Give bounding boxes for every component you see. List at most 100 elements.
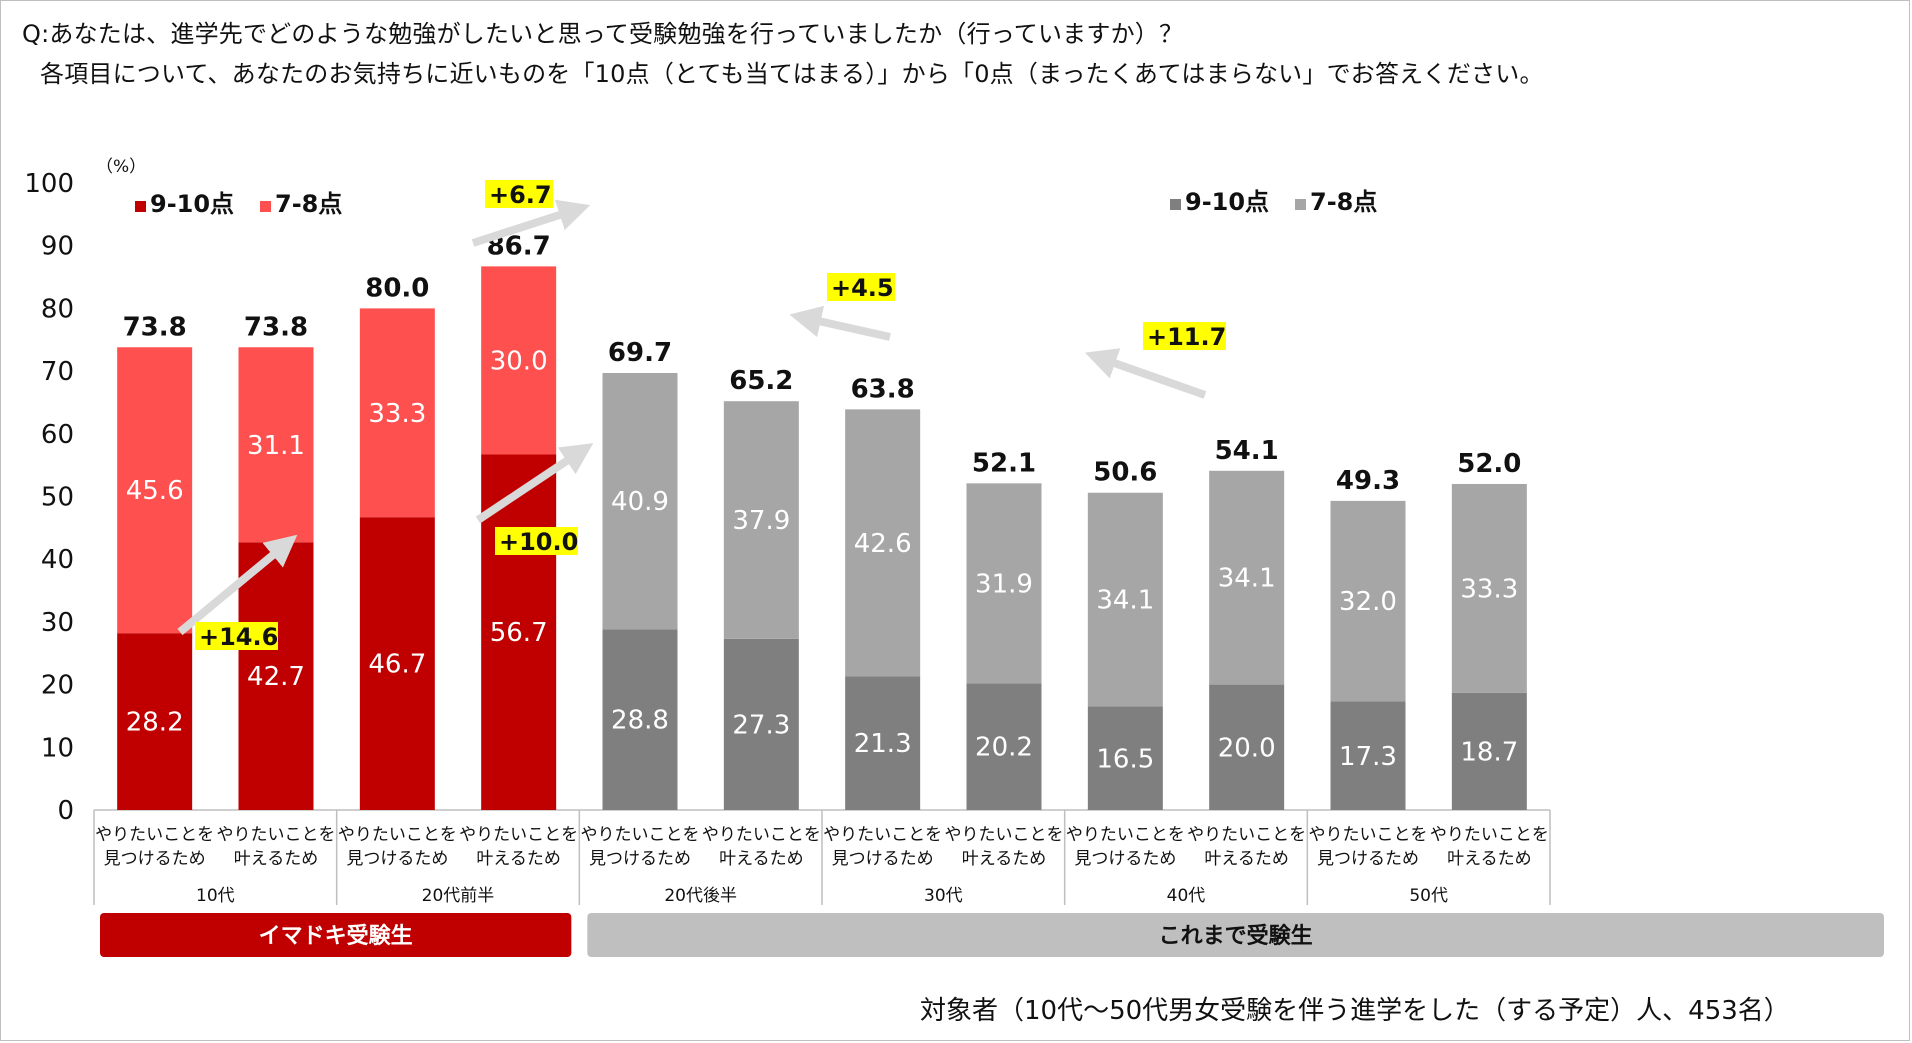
data-label-9-10: 16.5 <box>1096 744 1154 774</box>
category-label-line2: 見つけるため <box>832 849 934 869</box>
cohort-label-imadoki: イマドキ受験生 <box>259 923 413 949</box>
category-label-line2: 叶えるため <box>1447 849 1532 869</box>
category-label-line1: やりたいことを <box>1430 825 1549 845</box>
bar-9-10 <box>117 633 193 810</box>
trend-arrow <box>1084 348 1207 399</box>
annotation-highlight <box>827 273 895 301</box>
data-label-7-8: 34.1 <box>1096 586 1154 616</box>
category-label-line1: やりたいことを <box>95 825 214 845</box>
data-label-7-8: 45.6 <box>126 476 184 506</box>
legend-swatch <box>1170 199 1181 210</box>
data-label-9-10: 46.7 <box>368 650 426 680</box>
category-label-line2: 見つけるため <box>1317 849 1419 869</box>
question-title: Q:あなたは、進学先でどのような勉強がしたいと思って受験勉強を行っていましたか（… <box>22 20 1184 48</box>
data-label-7-8: 32.0 <box>1339 587 1397 617</box>
data-label-7-8: 33.3 <box>368 399 426 429</box>
bar-7-8 <box>602 372 678 630</box>
y-tick-label: 10 <box>41 733 74 763</box>
total-label: 80.0 <box>365 273 429 303</box>
bar-9-10 <box>1209 684 1285 810</box>
y-tick-label: 90 <box>41 232 74 262</box>
data-label-7-8: 37.9 <box>732 506 790 536</box>
bar-9-10 <box>966 683 1042 810</box>
total-label: 54.1 <box>1215 436 1279 466</box>
data-label-9-10: 28.8 <box>611 706 669 736</box>
bar-7-8 <box>359 308 435 518</box>
y-tick-label: 100 <box>24 169 74 199</box>
unit-label: （%） <box>96 157 146 177</box>
data-label-7-8: 40.9 <box>611 487 669 517</box>
category-label-line1: やりたいことを <box>338 825 457 845</box>
legend-swatch <box>1295 199 1306 210</box>
trend-arrow <box>475 443 594 524</box>
trend-arrow <box>789 305 891 341</box>
y-tick-label: 30 <box>41 608 74 638</box>
category-label-line1: やりたいことを <box>459 825 578 845</box>
data-label-9-10: 21.3 <box>854 729 912 759</box>
total-label: 49.3 <box>1336 466 1400 496</box>
age-group-label: 20代前半 <box>422 886 495 906</box>
category-label-line1: やりたいことを <box>702 825 821 845</box>
legend-label: 7-8点 <box>275 190 342 218</box>
y-tick-label: 40 <box>41 545 74 575</box>
bar-9-10 <box>1330 701 1406 810</box>
category-label-line2: 叶えるため <box>476 849 561 869</box>
annotation-highlight <box>485 180 553 208</box>
bar-7-8 <box>845 409 921 677</box>
category-label-line1: やりたいことを <box>581 825 700 845</box>
data-label-9-10: 56.7 <box>490 618 548 648</box>
data-label-7-8: 31.1 <box>247 431 305 461</box>
annotation-label: +4.5 <box>831 274 894 302</box>
category-label-line2: 叶えるため <box>234 849 319 869</box>
data-label-7-8: 33.3 <box>1460 574 1518 604</box>
annotation-highlight <box>495 527 578 555</box>
category-label-line2: 叶えるため <box>1204 849 1289 869</box>
category-label-line2: 叶えるため <box>719 849 804 869</box>
question-instruction: 各項目について、あなたのお気持ちに近いものを「10点（とても当てはまる）」から「… <box>40 60 1544 88</box>
category-label-line2: 見つけるため <box>104 849 206 869</box>
category-label-line1: やりたいことを <box>1066 825 1185 845</box>
data-label-9-10: 28.2 <box>126 708 184 738</box>
total-label: 52.0 <box>1457 449 1521 479</box>
y-tick-label: 20 <box>41 671 74 701</box>
legend-label: 9-10点 <box>1185 188 1269 216</box>
bar-7-8 <box>723 401 799 639</box>
source-note: 対象者（10代～50代男女受験を伴う進学をした（する予定）人、453名） <box>920 996 1790 1026</box>
bar-7-8 <box>1330 500 1406 702</box>
category-label-line1: やりたいことを <box>1187 825 1306 845</box>
category-label-line2: 叶えるため <box>962 849 1047 869</box>
category-label-line2: 見つけるため <box>589 849 691 869</box>
data-label-9-10: 42.7 <box>247 662 305 692</box>
total-label: 73.8 <box>123 312 187 342</box>
category-label-line1: やりたいことを <box>1309 825 1428 845</box>
category-label-line2: 見つけるため <box>1074 849 1176 869</box>
trend-arrow <box>177 534 298 636</box>
bar-9-10 <box>602 629 678 810</box>
age-group-label: 40代 <box>1167 886 1206 906</box>
bar-7-8 <box>1451 483 1527 693</box>
bar-9-10 <box>1087 706 1163 810</box>
total-label: 63.8 <box>851 374 915 404</box>
total-label: 73.8 <box>244 312 308 342</box>
category-label-line1: やりたいことを <box>823 825 942 845</box>
bar-7-8 <box>117 347 193 634</box>
y-tick-label: 60 <box>41 420 74 450</box>
age-group-label: 10代 <box>196 886 235 906</box>
trend-arrow <box>471 199 591 247</box>
data-label-9-10: 17.3 <box>1339 742 1397 772</box>
cohort-banner-imadoki <box>100 913 572 957</box>
legend-swatch <box>260 201 271 212</box>
annotation-label: +11.7 <box>1147 323 1226 351</box>
data-label-9-10: 27.3 <box>732 710 790 740</box>
annotation-label: +14.6 <box>199 623 278 651</box>
y-tick-label: 0 <box>57 796 74 826</box>
data-label-9-10: 20.2 <box>975 733 1033 763</box>
total-label: 50.6 <box>1093 458 1157 488</box>
data-label-7-8: 34.1 <box>1218 564 1276 594</box>
age-group-label: 20代後半 <box>664 886 737 906</box>
data-label-7-8: 30.0 <box>490 346 548 376</box>
cohort-label-koremade: これまで受験生 <box>1159 923 1313 949</box>
total-label: 65.2 <box>729 366 793 396</box>
